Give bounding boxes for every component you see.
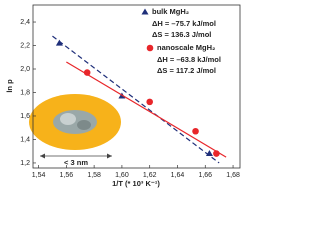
point [146, 98, 153, 106]
point [83, 69, 91, 76]
x-tick-label: 1,66 [198, 172, 212, 179]
point [205, 150, 213, 157]
point [192, 127, 199, 135]
x-tick-label: 1,64 [171, 172, 185, 179]
plot-frame [32, 4, 241, 169]
inset-label: < 3 nm [64, 158, 88, 167]
legend-marker [146, 44, 154, 52]
annotation: ΔS = 136.3 J/mol [152, 30, 211, 39]
x-tick-label: 1,68 [226, 172, 240, 179]
y-axis-label: ln p [5, 79, 14, 93]
inset: < 3 nm [29, 94, 121, 167]
y-tick-label: 2,4 [20, 19, 30, 26]
chart: < 3 nm ln p 1/T (* 10³ K⁻¹) 1,54 1,56 1,58… [5, 4, 241, 188]
x-axis-label: 1/T (* 10³ K⁻¹) [112, 179, 160, 188]
point [55, 39, 63, 46]
particle [53, 110, 97, 134]
particle-atoms [77, 120, 91, 130]
annotation: ΔH = –63.8 kJ/mol [157, 55, 221, 64]
particle-atoms [60, 113, 76, 125]
legend-label: nanoscale MgH₂ [157, 43, 215, 52]
point [213, 150, 220, 157]
x-tick-label: 1,54 [32, 172, 46, 179]
x-tick-label: 1,58 [87, 172, 101, 179]
y-tick-label: 1,2 [20, 160, 30, 167]
annotation: ΔH = –75.7 kJ/mol [152, 19, 216, 28]
x-tick-label: 1,62 [143, 172, 157, 179]
y-tick-label: 2,0 [20, 66, 30, 73]
y-tick-label: 1,8 [20, 89, 30, 96]
y-tick-label: 1,6 [20, 113, 30, 120]
y-tick-label: 2,2 [20, 42, 30, 49]
fit-line [66, 61, 227, 158]
legend-label: bulk MgH₂ [152, 7, 189, 16]
x-tick-label: 1,60 [115, 172, 129, 179]
fit-line [52, 35, 220, 164]
annotation: ΔS = 117.2 J/mol [157, 66, 216, 75]
legend-marker [141, 8, 149, 15]
y-tick-label: 1,4 [20, 136, 30, 143]
x-tick-label: 1,56 [60, 172, 74, 179]
